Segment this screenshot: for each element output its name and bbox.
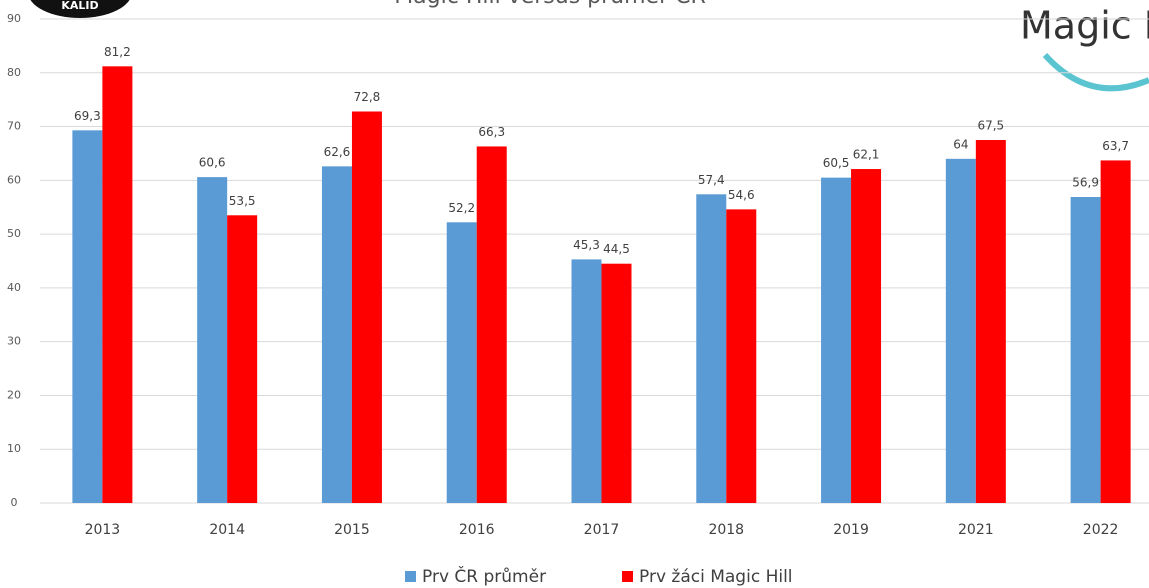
- data-label: 57,4: [698, 173, 725, 187]
- bar: [72, 130, 103, 503]
- x-tick-label: 2017: [584, 522, 620, 538]
- logo-left-badge: [30, 0, 130, 18]
- data-label: 54,6: [728, 188, 755, 202]
- data-label: 56,9: [1072, 176, 1099, 190]
- logo-left: KALID: [61, 0, 98, 12]
- bar: [476, 146, 507, 503]
- data-label: 62,6: [324, 145, 351, 159]
- y-tick-label: 60: [7, 173, 21, 186]
- x-tick-label: 2019: [833, 522, 869, 538]
- bar: [821, 177, 852, 503]
- bar: [351, 111, 382, 504]
- y-tick-label: 10: [7, 442, 21, 455]
- y-tick-label: 0: [11, 496, 18, 509]
- bar: [446, 222, 477, 503]
- data-label: 53,5: [229, 194, 256, 208]
- bar: [696, 194, 727, 503]
- bar: [851, 169, 882, 504]
- y-tick-label: 30: [7, 335, 21, 348]
- data-label: 69,3: [74, 109, 101, 123]
- data-label: 52,2: [448, 201, 475, 215]
- data-label: 66,3: [478, 125, 505, 139]
- legend-swatch: [405, 571, 416, 582]
- bar: [1070, 197, 1101, 503]
- chart-title: Magic Hill versus průměr ČR: [394, 0, 706, 9]
- data-label: 64: [953, 137, 968, 151]
- bar: [601, 263, 632, 503]
- y-tick-label: 50: [7, 227, 21, 240]
- bar: [1100, 160, 1131, 504]
- data-label: 72,8: [354, 90, 381, 104]
- bar: [197, 177, 228, 503]
- y-tick-label: 80: [7, 66, 21, 79]
- x-tick-label: 2014: [209, 522, 245, 538]
- data-label: 67,5: [977, 119, 1004, 133]
- data-label: 60,6: [199, 156, 226, 170]
- y-tick-label: 40: [7, 281, 21, 294]
- data-label: 81,2: [104, 45, 131, 59]
- legend-swatch: [622, 571, 633, 582]
- x-tick-label: 2016: [459, 522, 495, 538]
- x-tick-label: 2015: [334, 522, 370, 538]
- data-label: 62,1: [853, 148, 880, 162]
- data-label: 60,5: [823, 156, 850, 170]
- logo-right-arc: [1042, 52, 1149, 92]
- x-tick-label: 2022: [1083, 522, 1119, 538]
- bar: [945, 158, 976, 504]
- y-tick-label: 20: [7, 388, 21, 401]
- legend-label: Prv žáci Magic Hill: [639, 567, 793, 587]
- data-label: 45,3: [573, 238, 600, 252]
- y-tick-label: 70: [7, 120, 21, 133]
- bar: [227, 215, 258, 504]
- bar: [321, 166, 352, 503]
- legend-label: Prv ČR průměr: [422, 565, 546, 587]
- x-tick-label: 2021: [958, 522, 994, 538]
- bar: [571, 259, 602, 503]
- bar: [726, 209, 757, 503]
- data-label: 63,7: [1102, 139, 1129, 153]
- bar: [975, 140, 1006, 503]
- data-label: 44,5: [603, 242, 630, 256]
- y-tick-label: 90: [7, 12, 21, 25]
- bar: [102, 66, 133, 503]
- x-tick-label: 2013: [85, 522, 121, 538]
- logo-right: Magic Hill: [1020, 4, 1149, 48]
- x-tick-label: 2018: [708, 522, 744, 538]
